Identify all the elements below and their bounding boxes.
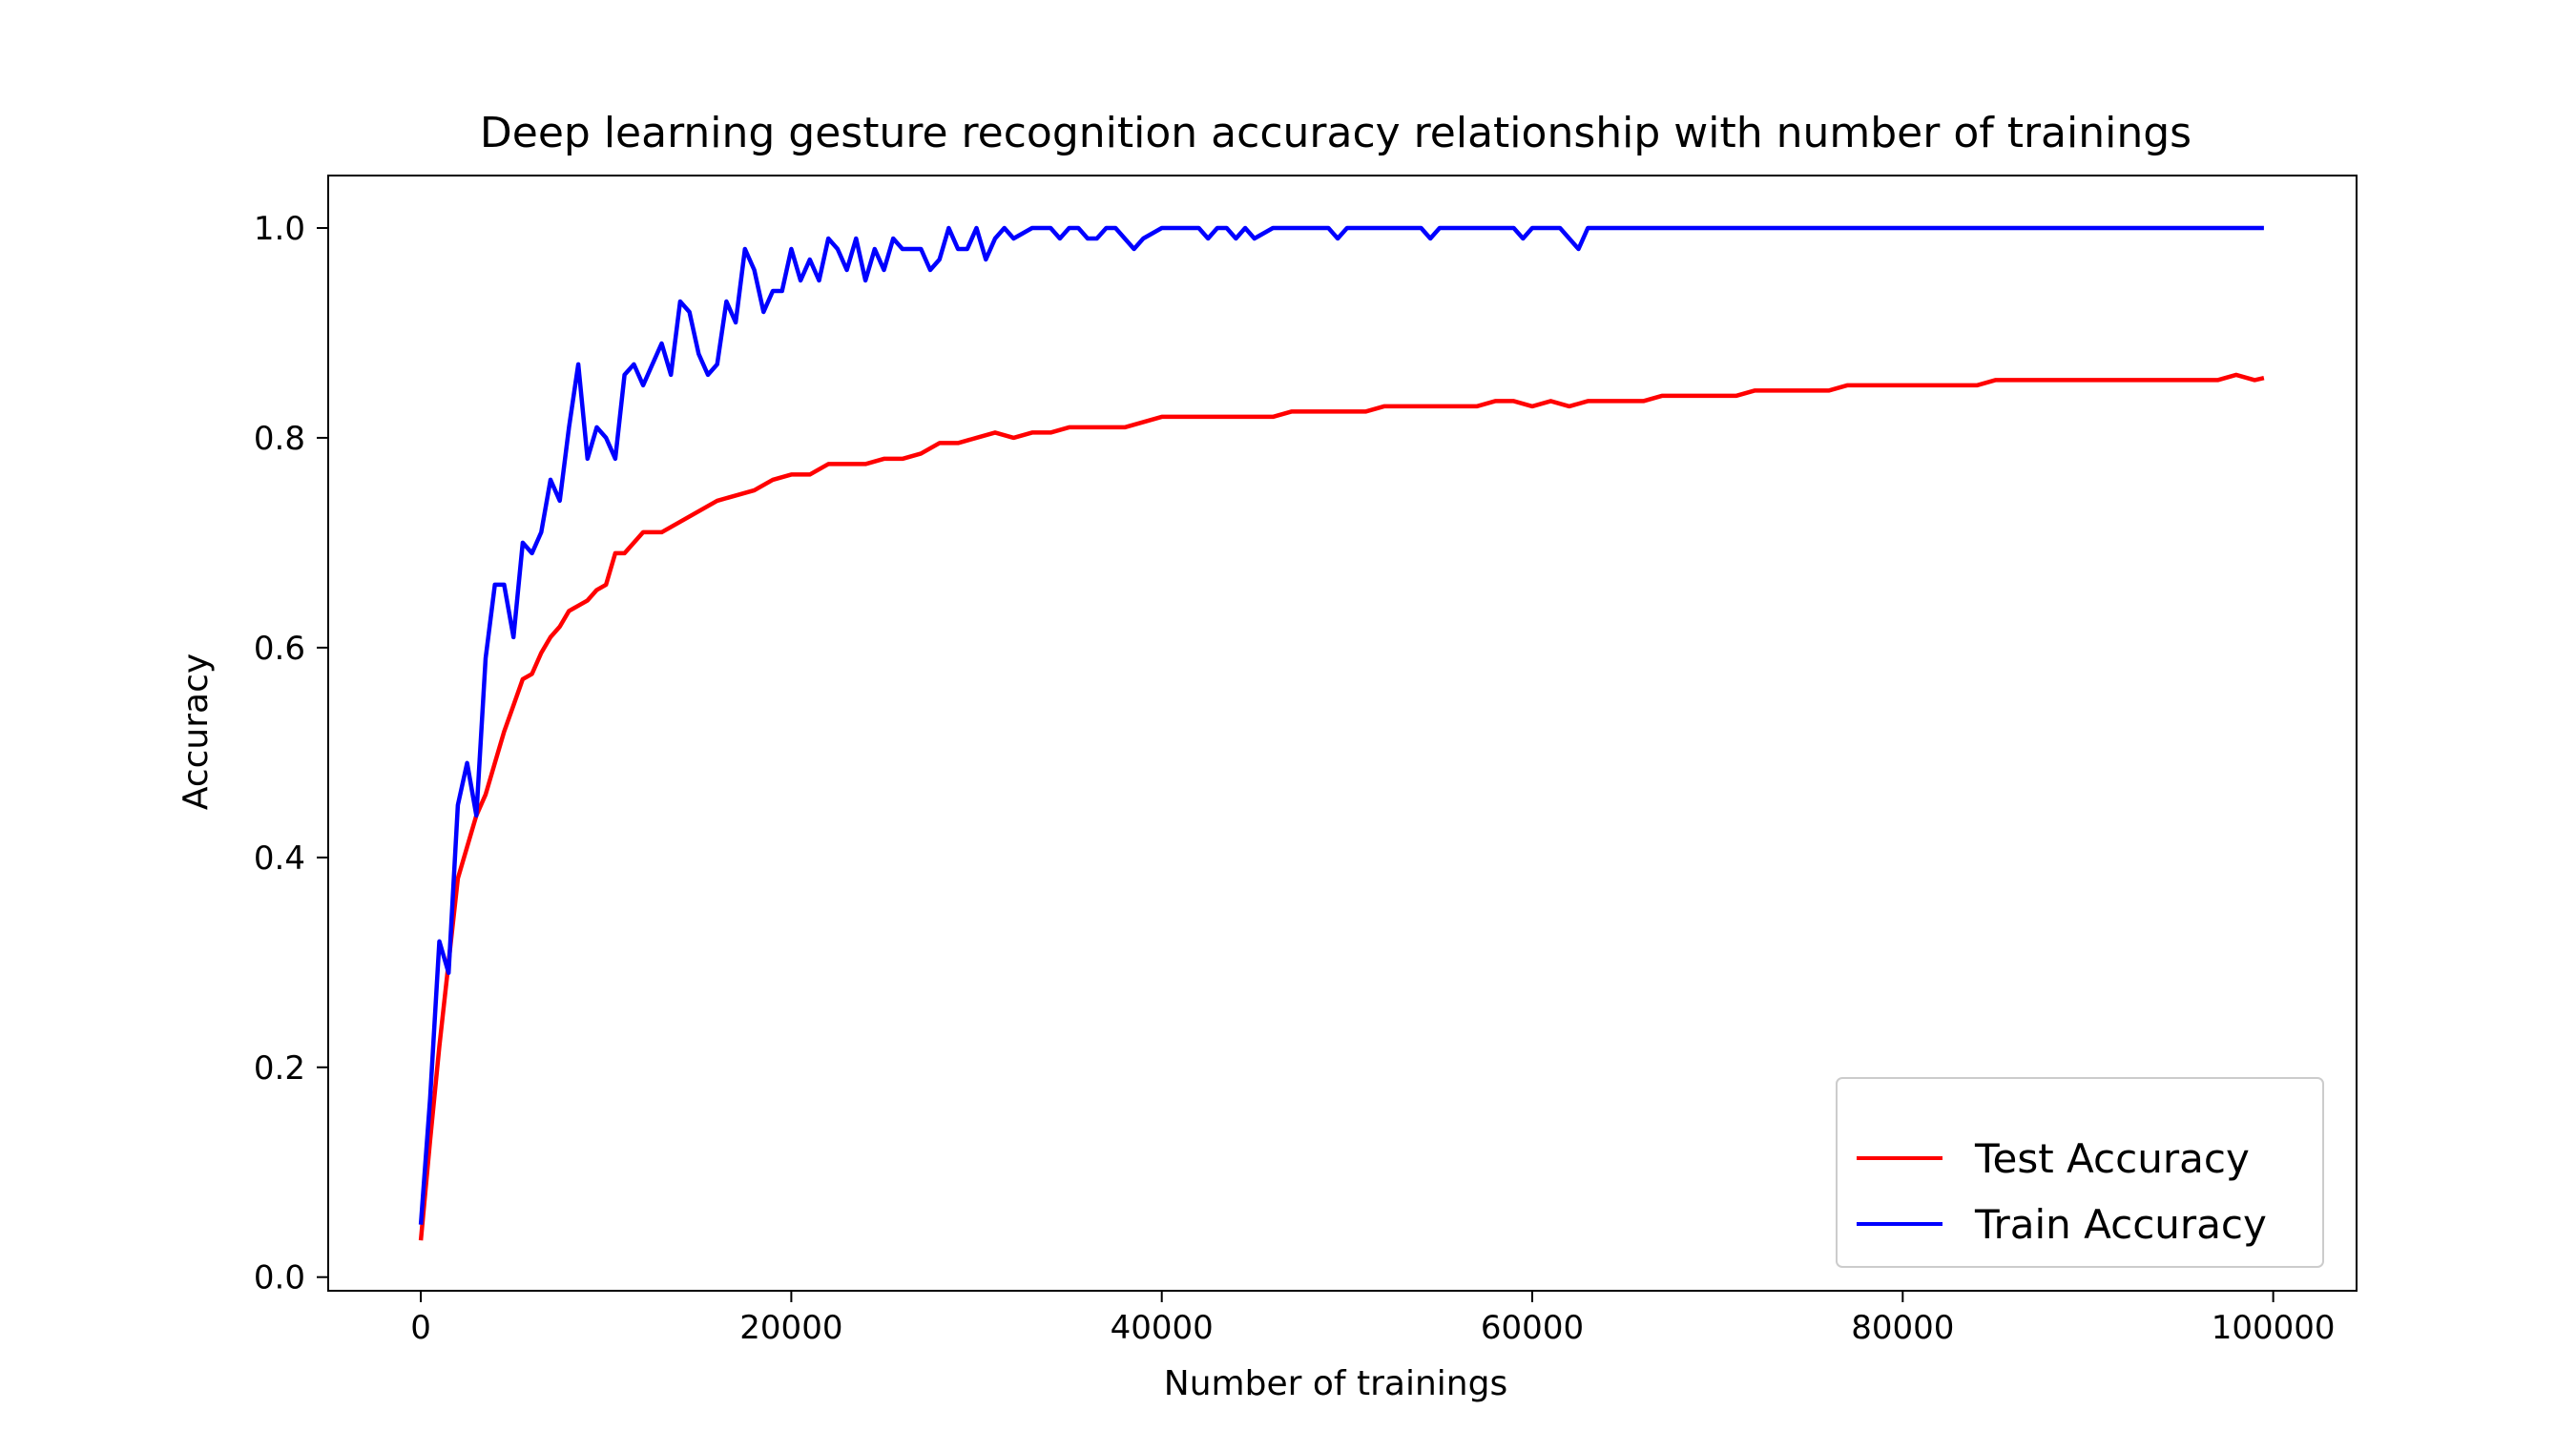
x-tick-label: 20000: [739, 1309, 842, 1347]
x-axis: 0 20000 40000 60000 80000 100000: [410, 1291, 2336, 1347]
x-axis-label: Number of trainings: [1164, 1364, 1507, 1403]
y-tick-label: 0.2: [254, 1049, 305, 1088]
series-line-test-accuracy: [418, 372, 2265, 1241]
x-tick-label: 80000: [1851, 1309, 1954, 1347]
legend-box: [1836, 1077, 2324, 1268]
series-line-train-accuracy: [418, 225, 2264, 1225]
x-tick-label: 0: [410, 1309, 431, 1347]
y-tick-label: 1.0: [254, 210, 305, 248]
y-tick-label: 0.0: [254, 1259, 305, 1297]
plot-frame: [327, 175, 2358, 1292]
y-axis-label: Accuracy: [177, 653, 216, 810]
y-tick-label: 0.4: [254, 840, 305, 878]
y-tick-label: 0.6: [254, 630, 305, 668]
series-layer: [418, 225, 2265, 1241]
legend-label-train: Train Accuracy: [1974, 1201, 2267, 1248]
y-tick-label: 0.8: [254, 420, 305, 458]
x-tick-label: 60000: [1481, 1309, 1584, 1347]
legend-label-test: Test Accuracy: [1974, 1135, 2250, 1182]
legend: Test Accuracy Train Accuracy: [1836, 1077, 2324, 1268]
y-axis: 0.0 0.2 0.4 0.6 0.8 1.0: [254, 210, 328, 1297]
x-tick-label: 100000: [2212, 1309, 2336, 1347]
chart-title: Deep learning gesture recognition accura…: [480, 109, 2192, 157]
x-tick-label: 40000: [1111, 1309, 1214, 1347]
